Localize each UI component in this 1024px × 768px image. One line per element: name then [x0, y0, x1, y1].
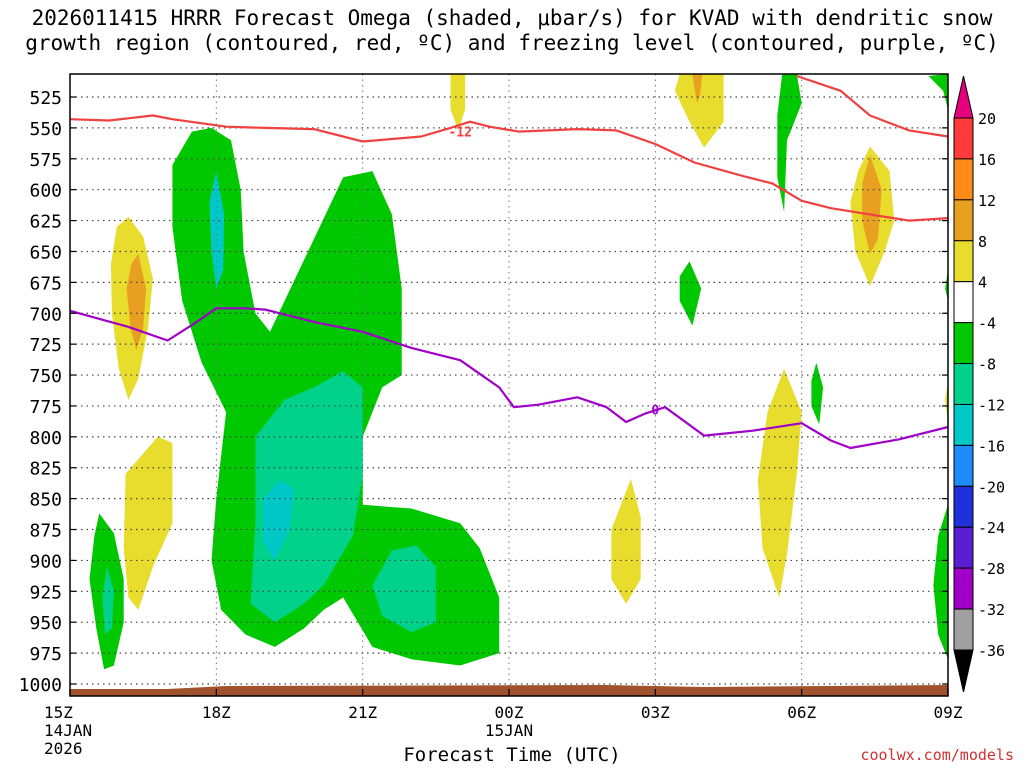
- grid-layer: [70, 74, 948, 696]
- contour-line-1: [796, 74, 949, 138]
- colorbar-label--32: -32: [978, 601, 1005, 619]
- colorbar-label--8: -8: [978, 356, 996, 374]
- omega-area-16: [757, 368, 802, 598]
- y-tick-label-525: 525: [29, 88, 62, 109]
- y-tick-label-600: 600: [29, 181, 62, 202]
- colorbar-label--24: -24: [978, 519, 1005, 537]
- x-tick-label-3-0: 00Z: [495, 703, 524, 722]
- omega-area-4: [102, 566, 114, 635]
- colorbar-label--36: -36: [978, 642, 1005, 660]
- y-tick-label-775: 775: [29, 397, 62, 418]
- x-tick-label-1-0: 18Z: [202, 703, 231, 722]
- omega-area-1: [126, 253, 147, 351]
- y-tick-label-700: 700: [29, 304, 62, 325]
- y-tick-label-550: 550: [29, 119, 62, 140]
- colorbar-bin-9: [953, 444, 974, 487]
- colorbar-bin-8: [953, 403, 974, 446]
- colorbar-bin-5: [953, 281, 974, 324]
- colorbar-bin-7: [953, 363, 974, 405]
- omega-area-20: [862, 155, 882, 254]
- y-tick-label-875: 875: [29, 521, 62, 542]
- y-tick-label-925: 925: [29, 582, 62, 603]
- x-tick-label-0-1: 14JAN: [44, 721, 92, 740]
- x-tick-label-6-0: 09Z: [934, 703, 963, 722]
- colorbar-label-20: 20: [978, 110, 996, 128]
- omega-area-18: [811, 362, 824, 425]
- colorbar-label-8: 8: [978, 233, 987, 251]
- y-tick-label-975: 975: [29, 644, 62, 665]
- colorbar-bin-11: [953, 526, 974, 569]
- y-tick-label-750: 750: [29, 366, 62, 387]
- contour-line-0: [69, 114, 949, 222]
- contour-label-2: 0: [651, 404, 659, 419]
- y-tick-label-850: 850: [29, 490, 62, 511]
- colorbar-bin-6: [953, 322, 974, 365]
- y-tick-label-575: 575: [29, 150, 62, 171]
- contour-label-0: -12: [448, 126, 471, 141]
- omega-area-13: [692, 74, 703, 104]
- chart-title-line2: growth region (contoured, red, ºC) and f…: [25, 31, 999, 55]
- omega-area-14: [679, 261, 702, 326]
- omega-area-10: [450, 74, 466, 131]
- y-tick-label-650: 650: [29, 242, 62, 263]
- omega-area-21: [928, 74, 948, 110]
- y-tick-label-625: 625: [29, 212, 62, 233]
- x-axis-label: Forecast Time (UTC): [403, 744, 621, 766]
- omega-area-17: [777, 74, 802, 212]
- colorbar-label--12: -12: [978, 396, 1005, 414]
- x-tick-label-4-0: 03Z: [641, 703, 670, 722]
- omega-area-11: [445, 554, 500, 647]
- colorbar-bin-12: [953, 567, 974, 610]
- axis-layer: 525 550 575 600 625 650 675 700 725 750 775 800 825 8…: [19, 73, 963, 758]
- colorbar-label-12: 12: [978, 192, 996, 210]
- x-tick-label-3-1: 15JAN: [485, 721, 533, 740]
- y-tick-label-900: 900: [29, 551, 62, 572]
- colorbar: 20 16 12 8 4 -4 -8 -12 -16 -20 -24 -28 -32 -36: [953, 75, 1005, 693]
- colorbar-label--16: -16: [978, 437, 1005, 455]
- credit-link[interactable]: coolwx.com/models: [860, 746, 1014, 764]
- colorbar-label-16: 16: [978, 151, 996, 169]
- colorbar-top-arrow: [953, 75, 974, 119]
- omega-area-22: [933, 504, 948, 660]
- colorbar-bin-10: [953, 485, 974, 528]
- colorbar-bin-4: [953, 240, 974, 283]
- y-tick-label-725: 725: [29, 335, 62, 356]
- x-tick-label-0-0: 15Z: [44, 703, 73, 722]
- colorbar-label--20: -20: [978, 478, 1005, 496]
- contour-line-layer: -12 0: [69, 74, 949, 450]
- colorbar-bin-1: [953, 117, 974, 160]
- omega-shading-layer: [89, 74, 948, 670]
- omega-area-12: [674, 74, 724, 148]
- omega-area-9: [372, 545, 436, 633]
- omega-area-8: [263, 480, 295, 561]
- colorbar-bottom-arrow: [953, 649, 974, 693]
- chart-title-line1: 2026011415 HRRR Forecast Omega (shaded, …: [31, 6, 993, 30]
- omega-area-7: [209, 171, 225, 289]
- y-tick-label-825: 825: [29, 459, 62, 480]
- colorbar-label--28: -28: [978, 560, 1005, 578]
- y-tick-label-800: 800: [29, 428, 62, 449]
- colorbar-bin-13: [953, 608, 974, 651]
- contour-line-2: [69, 307, 949, 450]
- colorbar-bin-2: [953, 158, 974, 201]
- y-tick-label-675: 675: [29, 273, 62, 294]
- x-tick-label-2-0: 21Z: [348, 703, 377, 722]
- x-tick-label-0-2: 2026: [44, 739, 83, 758]
- colorbar-label--4: -4: [978, 315, 996, 333]
- y-tick-label-1000: 1000: [19, 675, 62, 696]
- colorbar-label-4: 4: [978, 274, 987, 292]
- x-tick-label-5-0: 06Z: [787, 703, 816, 722]
- colorbar-bin-3: [953, 199, 974, 242]
- omega-area-2: [123, 436, 173, 610]
- omega-area-15: [611, 478, 641, 604]
- omega-area-6: [250, 371, 363, 623]
- y-tick-label-950: 950: [29, 613, 62, 634]
